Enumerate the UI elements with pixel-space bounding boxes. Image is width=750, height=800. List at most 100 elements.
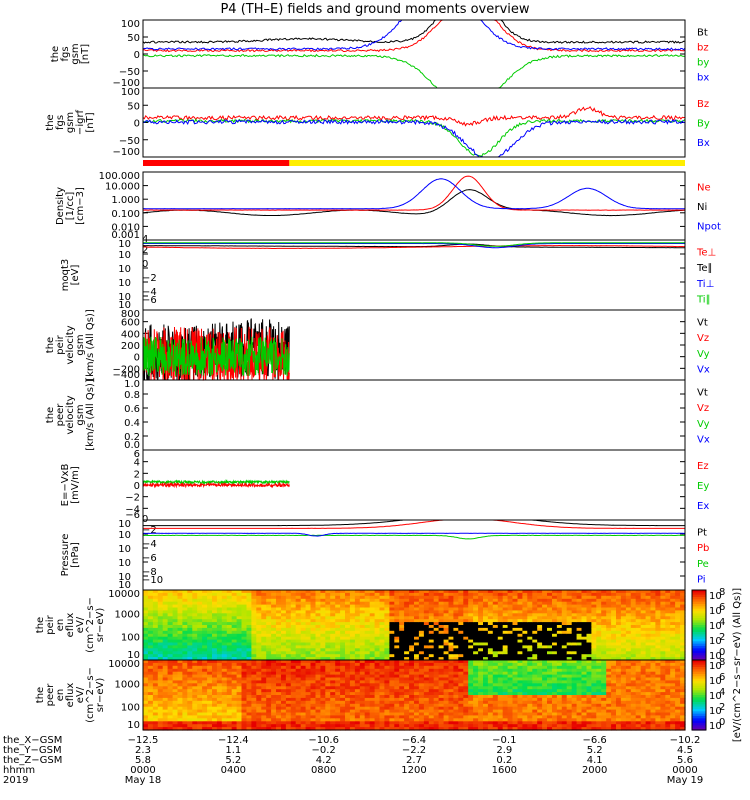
heat-cell	[221, 668, 228, 673]
heat-cell	[660, 651, 666, 655]
heat-cell	[512, 718, 518, 722]
heat-cell	[438, 590, 445, 594]
heat-cell	[354, 651, 361, 655]
heat-cell	[660, 616, 666, 620]
ytick-label: −6	[125, 510, 140, 521]
heat-cell	[601, 619, 607, 623]
heat-cell	[532, 607, 538, 611]
heat-cell	[325, 718, 331, 722]
heat-cell	[266, 613, 272, 617]
heat-cell	[542, 642, 548, 646]
heat-cell	[369, 657, 376, 661]
heat-cell	[315, 595, 321, 600]
heat-cell	[458, 604, 464, 609]
heat-cell	[552, 610, 558, 614]
heat-cell	[655, 625, 661, 629]
heat-cell	[147, 636, 154, 641]
heat-cell	[552, 700, 558, 705]
heat-cell	[616, 639, 622, 644]
heat-cell	[177, 668, 183, 673]
heat-cell	[596, 654, 602, 658]
heat-cell	[310, 625, 316, 629]
heat-cell	[497, 665, 504, 670]
heat-cell	[305, 622, 312, 626]
heat-cell	[364, 697, 371, 702]
heat-cell	[527, 590, 533, 594]
heat-cell	[522, 627, 528, 632]
heat-cell	[680, 633, 686, 638]
heat-cell	[620, 625, 627, 629]
heat-cell	[527, 607, 533, 611]
heat-cell	[586, 657, 592, 661]
heat-cell	[212, 598, 218, 603]
heat-cell	[409, 695, 415, 699]
heat-cell	[645, 604, 652, 609]
heat-cell	[483, 677, 489, 681]
heat-cell	[354, 636, 361, 641]
heat-cell	[478, 671, 484, 676]
heat-cell	[374, 616, 381, 620]
heat-cell	[340, 692, 346, 696]
legend-Vz: Vz	[697, 333, 709, 344]
heat-cell	[497, 703, 504, 708]
heat-cell	[369, 627, 376, 632]
heat-cell	[325, 715, 331, 719]
heat-cell	[290, 595, 297, 600]
heat-cell	[256, 721, 262, 725]
heat-cell	[354, 598, 361, 603]
heat-cell	[300, 598, 307, 603]
heat-cell	[473, 724, 479, 728]
heat-cell	[512, 630, 518, 635]
heat-cell	[473, 697, 479, 702]
heat-cell	[630, 654, 637, 658]
heat-cell	[359, 700, 366, 705]
heat-cell	[542, 721, 548, 725]
heat-cell	[680, 610, 686, 614]
heat-cell	[532, 610, 538, 614]
heat-cell	[325, 668, 331, 673]
heat-cell	[226, 642, 233, 646]
heat-cell	[266, 700, 272, 705]
heat-cell	[345, 590, 351, 594]
heat-cell	[359, 668, 366, 673]
heat-cell	[537, 660, 543, 664]
heat-cell	[512, 645, 518, 649]
heat-cell	[143, 665, 149, 670]
heat-cell	[192, 677, 198, 681]
heat-cell	[665, 639, 671, 644]
heat-cell	[561, 703, 568, 708]
heat-cell	[379, 642, 385, 646]
heat-cell	[330, 706, 336, 711]
heat-cell	[650, 598, 656, 603]
heat-cell	[152, 665, 159, 670]
heat-cell	[492, 715, 499, 719]
heat-cell	[596, 642, 602, 646]
heat-cell	[384, 590, 390, 594]
heat-cell	[606, 601, 612, 606]
heat-cell	[330, 677, 336, 681]
heat-cell	[468, 648, 474, 652]
heat-cell	[527, 654, 533, 658]
heat-cell	[428, 619, 435, 623]
heat-cell	[483, 627, 489, 632]
heat-cell	[221, 613, 228, 617]
heat-cell	[177, 651, 183, 655]
heat-cell	[202, 724, 208, 728]
ylabel-line: Pressure	[60, 534, 71, 577]
heat-cell	[143, 639, 149, 644]
heat-cell	[349, 706, 356, 711]
heat-cell	[670, 648, 676, 652]
heat-cell	[162, 604, 169, 609]
heat-cell	[384, 677, 390, 681]
heat-cell	[271, 601, 277, 606]
heat-cell	[414, 616, 420, 620]
heat-cell	[143, 627, 149, 632]
heat-cell	[537, 657, 543, 661]
heat-cell	[325, 706, 331, 711]
heat-cell	[630, 648, 637, 652]
heat-cell	[325, 616, 331, 620]
heat-cell	[561, 668, 568, 673]
heat-cell	[276, 689, 282, 693]
heat-cell	[290, 592, 297, 597]
heat-cell	[547, 654, 553, 658]
